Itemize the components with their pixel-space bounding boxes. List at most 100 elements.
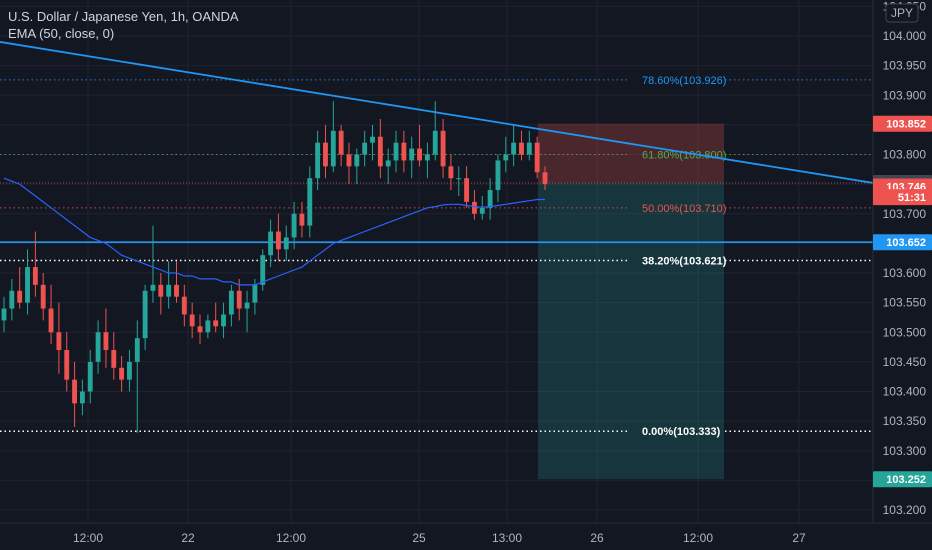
candle-body — [354, 154, 360, 167]
price-axis-tick-label: 104.000 — [883, 29, 927, 43]
candle-body — [103, 332, 109, 351]
candle-body — [526, 142, 532, 155]
candle-body — [519, 142, 524, 155]
candle-body — [291, 213, 297, 238]
candle-body — [323, 142, 328, 167]
candle-body — [432, 130, 438, 155]
candle-body — [385, 160, 391, 167]
candle-body — [181, 296, 187, 315]
candle-body — [17, 290, 23, 303]
candle-body — [362, 142, 368, 155]
ema-line — [3, 177, 545, 286]
price-axis-tick-label: 103.900 — [883, 88, 927, 102]
candle-body — [221, 314, 226, 327]
price-axis-tick-label: 103.450 — [883, 355, 927, 369]
candle-body — [111, 350, 117, 368]
price-axis-tick-label: 103.350 — [883, 414, 927, 428]
candle-body — [174, 284, 179, 297]
candle-body — [511, 142, 517, 155]
candle-body — [448, 166, 454, 179]
candle-body — [142, 290, 148, 339]
price-tag — [873, 189, 932, 206]
candle-body — [252, 284, 258, 303]
descending-trendline[interactable] — [0, 41, 874, 184]
candle-body — [25, 267, 30, 303]
candle-body — [401, 142, 407, 161]
fib-level-label: 0.00%(103.333) — [642, 426, 721, 438]
candle-body — [127, 361, 132, 380]
candle-body — [48, 308, 54, 333]
candle-body — [534, 142, 540, 173]
candle-body — [456, 178, 462, 180]
time-axis-tick-label: 12:00 — [276, 531, 306, 545]
take-profit-zone[interactable] — [538, 182, 724, 480]
candle-body — [189, 314, 195, 327]
candle-body — [299, 213, 305, 226]
candle-body — [79, 391, 85, 404]
fib-level-label: 78.60%(103.926) — [642, 75, 726, 87]
fib-level-label: 50.00%(103.710) — [642, 203, 726, 215]
price-axis-tick-label: 103.550 — [883, 296, 927, 310]
candle-body — [197, 326, 203, 333]
price-tag-label: 103.852 — [886, 119, 926, 131]
fib-level-label: 38.20%(103.621) — [642, 256, 727, 268]
candle-body — [330, 130, 336, 167]
legend-ema-indicator: EMA (50, close, 0) — [8, 26, 115, 41]
time-axis-tick-label: 13:00 — [492, 531, 522, 545]
price-axis-tick-label: 103.800 — [883, 148, 927, 162]
candle-body — [9, 290, 15, 309]
candle-body — [424, 154, 430, 161]
time-axis-tick-label: 12:00 — [683, 531, 713, 545]
time-axis-tick-label: 22 — [181, 531, 195, 545]
candle-body — [1, 308, 7, 321]
candle-body — [166, 284, 172, 297]
price-tag — [873, 234, 932, 251]
candle-body — [409, 148, 415, 161]
candle-body — [503, 154, 509, 161]
time-axis-tick-label: 27 — [792, 531, 806, 545]
price-tag — [873, 471, 932, 488]
time-axis-tick-label: 12:00 — [73, 531, 103, 545]
candle-body — [283, 237, 289, 250]
candle-body — [487, 190, 493, 208]
price-axis-tick-label: 103.300 — [883, 444, 927, 458]
price-axis-background — [873, 0, 932, 550]
candle-body — [464, 178, 470, 202]
price-axis-tick-label: 103.500 — [883, 325, 927, 339]
price-tag-label: 103.652 — [886, 237, 926, 249]
price-tag-label: 51:31 — [898, 192, 926, 204]
price-axis-tick-label: 103.400 — [883, 385, 927, 399]
candle-body — [377, 136, 383, 167]
price-tag-label: 103.252 — [886, 474, 926, 486]
price-axis-tick-label: 103.700 — [883, 207, 927, 221]
candle-body — [440, 130, 446, 167]
candle-body — [370, 136, 375, 143]
price-axis-tick-label: 103.200 — [883, 503, 927, 517]
candle-body — [40, 284, 46, 309]
candle-body — [64, 350, 70, 380]
candle-body — [32, 267, 38, 285]
candle-body — [119, 367, 125, 380]
candle-body — [495, 160, 501, 191]
candle-body — [244, 302, 250, 309]
candle-body — [260, 255, 266, 285]
time-axis-tick-label: 26 — [590, 531, 604, 545]
price-axis-tick-label: 103.950 — [883, 59, 927, 73]
candle-body — [542, 172, 548, 185]
time-axis-tick-label: 25 — [412, 531, 426, 545]
candle-body — [393, 142, 399, 161]
candle-body — [275, 231, 281, 250]
candle-body — [95, 332, 101, 362]
candle-body — [87, 361, 93, 392]
price-axis-tick-label: 103.600 — [883, 266, 927, 280]
price-tag — [873, 115, 932, 132]
currency-badge-label: JPY — [891, 6, 913, 20]
candle-body — [307, 178, 313, 226]
fib-level-label: 61.80%(103.800) — [642, 150, 726, 162]
candle-body — [346, 154, 352, 167]
currency-badge[interactable] — [885, 3, 919, 23]
candle-body — [338, 130, 344, 155]
candle-body — [228, 290, 234, 315]
